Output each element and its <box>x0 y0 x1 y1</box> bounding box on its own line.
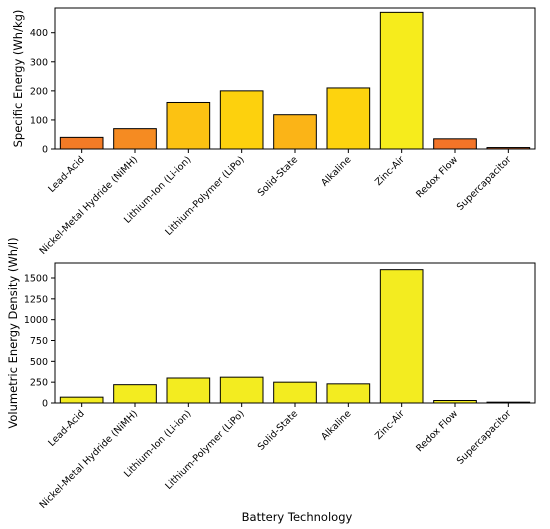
volumetric-energy-ylabel: Volumetric Energy Density (Wh/l) <box>6 237 20 428</box>
bar <box>59 396 104 404</box>
bar <box>219 90 264 150</box>
bar <box>273 114 317 150</box>
x-axis-label: Battery Technology <box>242 510 353 524</box>
bar <box>273 381 317 404</box>
y-tick-label: 1250 <box>24 294 48 305</box>
x-tick-label: Redox Flow <box>414 408 460 454</box>
x-tick-label: Supercapacitor <box>455 154 514 213</box>
x-tick-label: Solid-State <box>256 408 300 452</box>
x-tick-label: Alkaline <box>319 408 353 442</box>
x-tick-label: Zinc-Air <box>373 154 407 188</box>
y-tick-label: 1000 <box>24 315 48 326</box>
bar <box>59 136 104 150</box>
x-tick-label: Solid-State <box>256 154 300 198</box>
bar <box>326 87 371 150</box>
bar <box>166 377 211 404</box>
y-tick-label: 1500 <box>24 274 48 285</box>
y-tick-label: 0 <box>42 399 48 410</box>
bar <box>433 138 477 150</box>
y-tick-label: 200 <box>30 86 48 97</box>
bar <box>379 11 424 150</box>
bar <box>486 147 531 150</box>
y-tick-label: 0 <box>42 145 48 156</box>
y-tick-label: 300 <box>30 57 48 68</box>
x-tick-label: Lead-Acid <box>46 408 87 449</box>
x-tick-label: Redox Flow <box>414 154 460 200</box>
y-tick-label: 500 <box>30 357 48 368</box>
bar <box>486 401 531 404</box>
bar <box>326 383 371 404</box>
bar <box>113 384 157 404</box>
bar <box>219 376 264 404</box>
specific-energy-panel: Specific Energy (Wh/kg) 0 100 200 300 400 Le… <box>11 7 536 257</box>
x-tick-label: Nickel-Metal Hydride (NiMH) <box>38 154 141 257</box>
bar <box>433 400 477 404</box>
x-tick-label: Nickel-Metal Hydride (NiMH) <box>38 408 141 511</box>
y-tick-label: 400 <box>30 28 48 39</box>
y-tick-label: 750 <box>30 336 48 347</box>
x-tick-label: Lead-Acid <box>46 154 87 195</box>
specific-energy-ylabel: Specific Energy (Wh/kg) <box>11 10 25 148</box>
y-tick-label: 100 <box>30 115 48 126</box>
volumetric-energy-panel: Volumetric Energy Density (Wh/l) 0 250 500… <box>6 237 536 511</box>
bar <box>113 128 157 150</box>
x-tick-label: Zinc-Air <box>373 408 407 442</box>
bar <box>379 269 424 404</box>
x-tick-label: Supercapacitor <box>455 408 514 467</box>
x-tick-label: Alkaline <box>319 154 353 188</box>
bar <box>166 101 211 150</box>
y-tick-label: 250 <box>30 378 48 389</box>
